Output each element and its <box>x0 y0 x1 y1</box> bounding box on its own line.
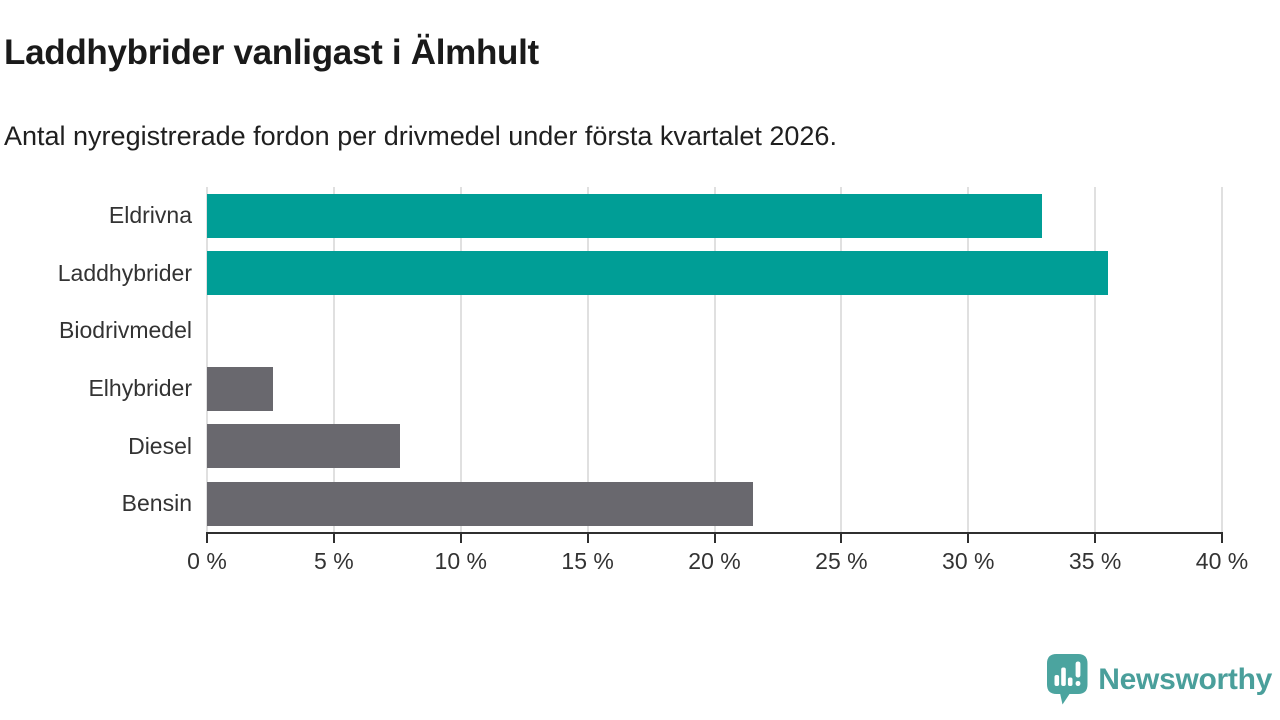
x-axis-tick <box>1094 532 1097 543</box>
x-axis-tick <box>967 532 970 543</box>
bar-row: Biodrivmedel <box>59 302 1222 360</box>
gridline <box>1221 187 1223 533</box>
x-tick-label: 25 % <box>815 548 868 574</box>
bar <box>207 424 400 469</box>
bar-chart-plot-area: Eldrivna Laddhybrider Biodrivmedel Elhybrid… <box>58 187 1248 574</box>
newsworthy-logo: Newsworthy <box>1047 654 1272 705</box>
x-axis-tick <box>206 532 208 543</box>
x-axis-tick <box>1221 532 1223 543</box>
bar-row: Bensin <box>122 475 1222 533</box>
x-axis-tick <box>840 532 843 543</box>
newsworthy-logo-icon <box>1047 654 1088 705</box>
bar-row: Elhybrider <box>88 360 1222 418</box>
bar <box>207 193 1042 238</box>
x-tick-label: 10 % <box>434 548 487 574</box>
x-axis-tick <box>459 532 462 543</box>
newsworthy-logo-text: Newsworthy <box>1098 662 1272 696</box>
gridline <box>713 187 716 533</box>
x-axis-tick <box>332 532 335 543</box>
x-tick-label: 20 % <box>688 548 741 574</box>
chart-title: Laddhybrider vanligast i Älmhult <box>4 33 539 72</box>
x-tick-label: 40 % <box>1195 548 1249 574</box>
bar <box>207 482 753 527</box>
x-tick-label: 30 % <box>942 548 995 574</box>
category-label: Diesel <box>128 432 192 459</box>
gridline <box>1094 187 1097 533</box>
x-tick-label: 35 % <box>1068 548 1122 574</box>
category-label: Biodrivmedel <box>59 317 192 344</box>
category-label: Bensin <box>121 490 192 517</box>
gridline <box>586 187 589 533</box>
x-tick-label: 15 % <box>561 548 614 574</box>
gridline <box>459 187 462 533</box>
bar-row: Diesel <box>128 418 1222 476</box>
x-tick-label: 0 % <box>187 548 227 574</box>
bar <box>207 251 1108 296</box>
category-label: Elhybrider <box>88 375 192 401</box>
gridline <box>206 187 208 533</box>
gridline <box>332 187 335 533</box>
x-axis-tick <box>586 532 589 543</box>
chart-subtitle: Antal nyregistrerade fordon per drivmede… <box>4 121 837 151</box>
category-label: Eldrivna <box>108 202 192 228</box>
gridline <box>840 187 843 533</box>
x-axis-tick <box>713 532 716 543</box>
bar-row: Laddhybrider <box>58 245 1222 303</box>
x-tick-label: 5 % <box>314 548 354 574</box>
gridline <box>967 187 970 533</box>
category-label: Laddhybrider <box>57 259 192 286</box>
bar <box>207 366 273 411</box>
bar-row: Eldrivna <box>109 187 1222 245</box>
